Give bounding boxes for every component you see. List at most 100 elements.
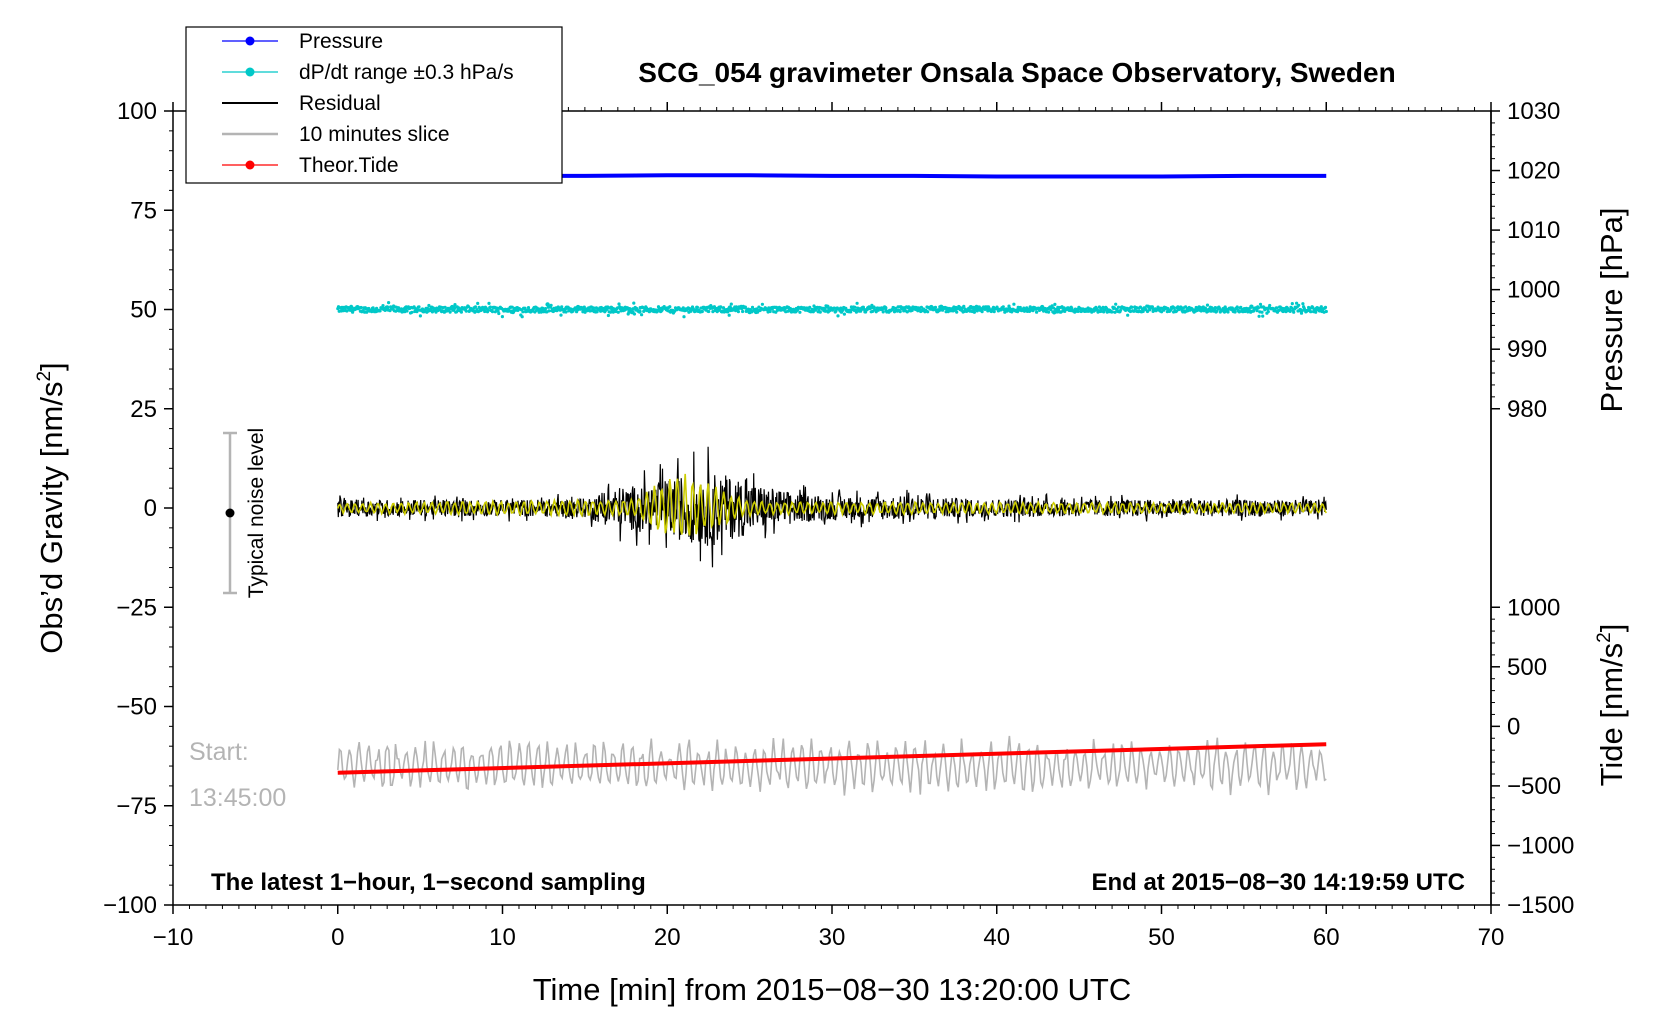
dpdt-point	[1256, 306, 1260, 310]
dpdt-point	[1299, 311, 1304, 315]
dpdt-point	[1141, 309, 1145, 313]
dpdt-point	[727, 313, 731, 317]
dpdt-point	[345, 309, 349, 313]
noise-bar-center-dot	[225, 508, 235, 518]
dpdt-point	[582, 305, 586, 309]
dpdt-point	[521, 310, 525, 314]
dpdt-point	[992, 310, 996, 314]
x-tick-label: 70	[1478, 924, 1505, 951]
dpdt-point	[549, 303, 553, 307]
dpdt-point	[834, 309, 838, 313]
y-tick-label: 75	[130, 197, 157, 224]
dpdt-point	[726, 310, 730, 314]
dpdt-point	[1268, 303, 1272, 308]
dpdt-point	[370, 310, 374, 314]
x-tick-label: 0	[331, 924, 344, 951]
dpdt-point	[734, 305, 738, 309]
legend-box	[185, 26, 563, 184]
noise-label: Typical noise level	[245, 428, 268, 598]
dpdt-point	[464, 309, 468, 313]
dpdt-point	[543, 307, 548, 311]
dpdt-point	[1018, 305, 1022, 310]
series-theor-tide	[337, 742, 1327, 775]
dpdt-point	[668, 305, 672, 309]
dpdt-point	[1288, 309, 1292, 313]
dpdt-point	[497, 311, 501, 316]
legend-label: dP/dt range ±0.3 hPa/s	[299, 61, 514, 84]
tide-tick-label: 500	[1507, 654, 1547, 681]
dpdt-point	[883, 305, 888, 311]
data-layer	[336, 173, 1328, 796]
dpdt-point	[417, 305, 421, 309]
dpdt-point	[1035, 310, 1039, 314]
dpdt-point	[488, 305, 492, 309]
sampling-note: The latest 1−hour, 1−second sampling	[211, 869, 646, 896]
dpdt-point	[381, 304, 385, 308]
legend-label: Residual	[299, 92, 381, 115]
dpdt-point	[405, 309, 409, 313]
dpdt-point	[1130, 305, 1134, 309]
legend-marker	[245, 67, 255, 77]
start-label: Start:	[189, 738, 249, 766]
dpdt-point	[1116, 305, 1121, 309]
dpdt-point	[682, 315, 686, 319]
dpdt-point	[420, 307, 425, 311]
y-tick-label: 100	[117, 98, 157, 125]
dpdt-point	[972, 310, 977, 314]
series-dpdt	[336, 301, 1328, 319]
x-tick-label: 40	[983, 924, 1010, 951]
noise-level-indicator: Typical noise level	[223, 428, 268, 598]
dpdt-point	[510, 305, 514, 309]
tide-axis-label: Tide [nm/s2]	[1594, 624, 1629, 787]
dpdt-point	[1324, 309, 1328, 314]
series-10-minutes-slice	[337, 735, 1327, 796]
x-tick-label: 10	[489, 924, 516, 951]
dpdt-point	[490, 310, 495, 314]
dpdt-point	[898, 310, 902, 314]
dpdt-point	[1101, 305, 1105, 309]
dpdt-point	[359, 305, 363, 310]
dpdt-point	[836, 314, 840, 318]
dpdt-point	[1047, 310, 1051, 314]
legend-marker	[245, 160, 255, 170]
dpdt-point	[872, 305, 876, 309]
dpdt-point	[881, 310, 885, 314]
end-time-note: End at 2015−08−30 14:19:59 UTC	[1091, 869, 1465, 896]
dpdt-point	[768, 309, 772, 314]
pressure-axis-label: Pressure [hPa]	[1594, 207, 1629, 412]
y-tick-label: −75	[116, 793, 157, 820]
dpdt-point	[1049, 307, 1053, 312]
dpdt-point	[926, 310, 930, 314]
x-axis-label: Time [min] from 2015−08−30 13:20:00 UTC	[533, 972, 1132, 1007]
x-tick-label: −10	[153, 924, 194, 951]
dpdt-point	[1119, 308, 1123, 312]
dpdt-point	[616, 310, 620, 314]
dpdt-point	[1295, 301, 1299, 305]
tide-tick-label: −1000	[1507, 832, 1574, 859]
dpdt-point	[459, 310, 463, 314]
y-tick-label: −100	[103, 892, 157, 919]
dpdt-point	[591, 306, 596, 310]
pressure-tick-label: 1010	[1507, 217, 1560, 244]
dpdt-point	[547, 309, 551, 313]
dpdt-point	[825, 304, 830, 309]
dpdt-point	[500, 315, 504, 319]
dpdt-point	[700, 309, 704, 314]
series-residual-filtered	[337, 473, 1327, 536]
dpdt-point	[1138, 305, 1142, 309]
x-tick-label: 60	[1313, 924, 1340, 951]
dpdt-point	[743, 305, 748, 309]
dpdt-point	[1314, 310, 1318, 314]
dpdt-point	[396, 306, 401, 310]
dpdt-point	[1110, 310, 1114, 314]
dpdt-point	[496, 309, 500, 313]
dpdt-point	[849, 310, 853, 314]
dpdt-point	[365, 310, 369, 314]
dpdt-point	[1319, 305, 1323, 309]
dpdt-point	[841, 308, 845, 312]
dpdt-point	[980, 310, 984, 314]
dpdt-point	[1114, 302, 1118, 306]
dpdt-point	[798, 310, 802, 314]
dpdt-point	[736, 310, 741, 314]
dpdt-point	[1297, 303, 1301, 307]
